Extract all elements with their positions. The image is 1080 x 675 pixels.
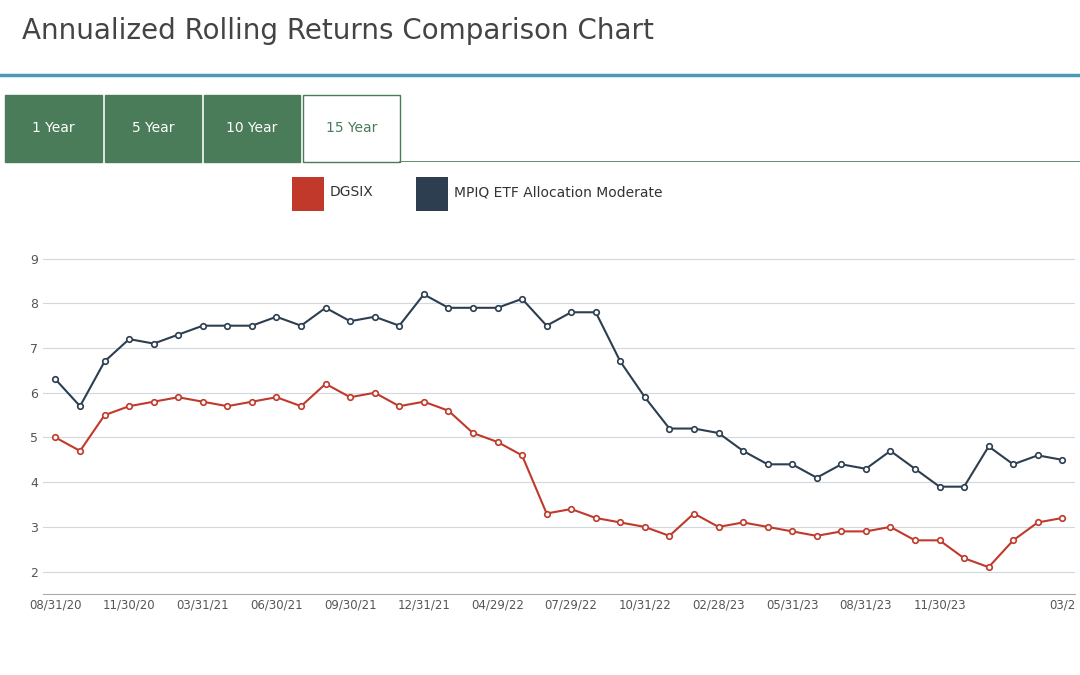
Text: DGSIX: DGSIX bbox=[329, 186, 374, 199]
Bar bbox=[292, 178, 324, 211]
Text: Annualized Rolling Returns Comparison Chart: Annualized Rolling Returns Comparison Ch… bbox=[22, 17, 653, 45]
Bar bbox=[5, 95, 102, 162]
Text: 1 Year: 1 Year bbox=[32, 122, 75, 135]
Bar bbox=[105, 95, 201, 162]
Text: 15 Year: 15 Year bbox=[326, 122, 377, 135]
Bar bbox=[416, 178, 448, 211]
Text: MPIQ ETF Allocation Moderate: MPIQ ETF Allocation Moderate bbox=[454, 186, 662, 199]
Text: 5 Year: 5 Year bbox=[132, 122, 174, 135]
Text: 10 Year: 10 Year bbox=[227, 122, 278, 135]
Bar bbox=[204, 95, 300, 162]
Bar bbox=[303, 95, 400, 162]
